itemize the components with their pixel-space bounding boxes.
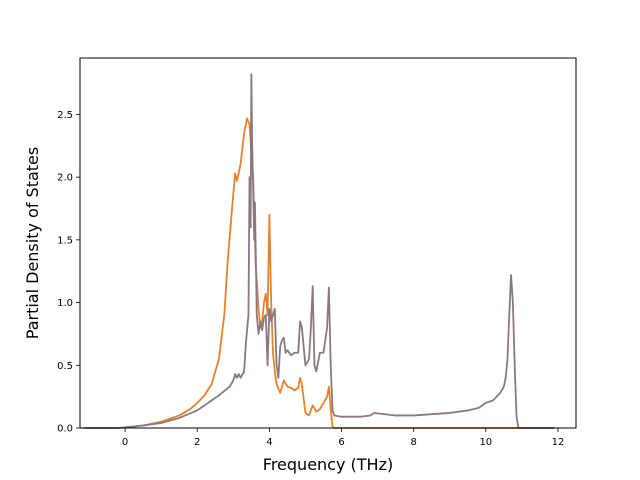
y-tick-label: 1.5 [57, 235, 73, 246]
y-tick-label: 0.0 [57, 424, 73, 435]
series-layer [83, 73, 555, 429]
x-tick-label: 6 [338, 437, 344, 448]
x-tick-label: 8 [410, 437, 416, 448]
x-tick-label: 10 [479, 437, 492, 448]
plot-background [80, 58, 576, 428]
plot-frame [79, 57, 577, 429]
y-tick-label: 1.0 [57, 298, 73, 309]
x-axis: 0 2 4 6 8 10 12 [122, 428, 564, 448]
y-tick-label: 0.5 [57, 361, 73, 372]
series-line-1 [83, 117, 555, 429]
series-line-2 [83, 73, 555, 429]
y-axis-label: Partial Density of States [23, 147, 42, 339]
y-tick-label: 2.0 [57, 173, 73, 184]
y-axis: 0.0 0.5 1.0 1.5 2.0 2.5 [57, 110, 80, 435]
x-tick-label: 12 [552, 437, 565, 448]
x-axis-label: Frequency (THz) [263, 455, 393, 474]
y-tick-label: 2.5 [57, 110, 73, 121]
x-tick-label: 2 [194, 437, 200, 448]
x-tick-label: 0 [122, 437, 128, 448]
x-tick-label: 4 [266, 437, 272, 448]
